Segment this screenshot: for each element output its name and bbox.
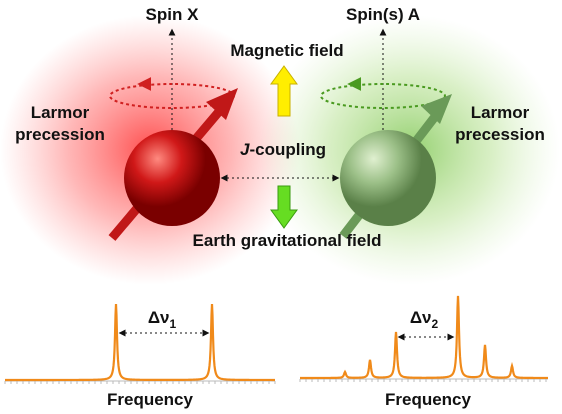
delta-symbol: Δν xyxy=(148,308,170,327)
axis-label: Frequency xyxy=(107,390,194,409)
spin-label: Spin(s) A xyxy=(346,5,420,24)
delta-symbol: Δν xyxy=(410,308,432,327)
spin-label: Spin X xyxy=(146,5,200,24)
spectra xyxy=(5,296,548,384)
spectrum xyxy=(5,304,275,380)
delta-label: Δν1 xyxy=(148,308,177,331)
larmor-label: precession xyxy=(15,125,105,144)
spin-a-sphere xyxy=(340,130,436,226)
figure: Spin X Spin(s) A Magnetic field Earth gr… xyxy=(0,0,562,414)
delta-label: Δν2 xyxy=(410,308,439,331)
spin-x-sphere xyxy=(124,130,220,226)
larmor-label: precession xyxy=(455,125,545,144)
coupling-label: J-coupling xyxy=(240,140,326,159)
field-label: Magnetic field xyxy=(230,41,343,60)
field-label: Earth gravitational field xyxy=(193,231,382,250)
delta-subscript: 1 xyxy=(170,317,177,331)
coupling-rest: -coupling xyxy=(249,140,325,159)
delta-subscript: 2 xyxy=(432,317,439,331)
larmor-label: Larmor xyxy=(31,103,90,122)
larmor-label: Larmor xyxy=(471,103,530,122)
axis-label: Frequency xyxy=(385,390,472,409)
